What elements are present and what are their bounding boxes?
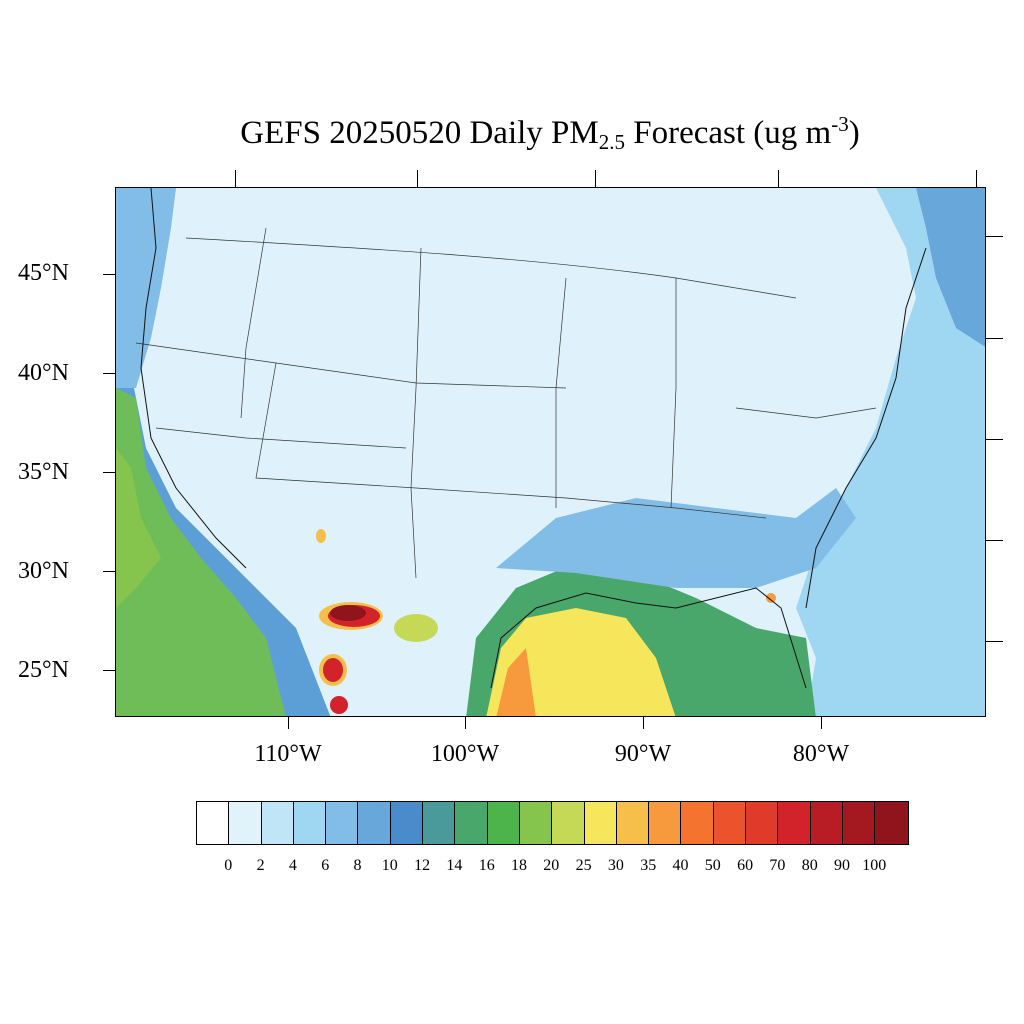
colorbar-swatch [810, 802, 843, 844]
colorbar-tick-label: 80 [801, 857, 818, 874]
colorbar-swatch [713, 802, 747, 844]
right-tick-4 [986, 540, 1003, 541]
lon-label-100w: 100°W [430, 741, 500, 767]
colorbar-swatch [229, 802, 262, 844]
colorbar-swatch [616, 802, 650, 844]
left-tick-40 [103, 373, 115, 374]
lon-label-110w: 110°W [254, 741, 322, 767]
colorbar-swatch [552, 802, 585, 844]
bottom-tick-110 [288, 717, 289, 729]
arizona-hotspot [316, 529, 326, 543]
colorbar-tick-label: 16 [478, 857, 495, 874]
lat-label-45n: 45°N [18, 260, 69, 286]
gulf-smoke-core [486, 608, 676, 716]
pacific-plume-core [116, 448, 161, 608]
pm25-forecast-map [115, 187, 986, 717]
colorbar-tick-label: 0 [224, 857, 233, 874]
colorbar-swatch [197, 802, 230, 844]
colorbar-swatch [875, 802, 908, 844]
colorbar-swatch [842, 802, 876, 844]
colorbar-tick-label: 8 [353, 857, 362, 874]
colorbar-tick-label: 4 [288, 857, 297, 874]
top-tick-1 [235, 170, 236, 187]
right-tick-5 [986, 641, 1003, 642]
bottom-tick-90 [643, 717, 644, 729]
colorbar-tick-label: 6 [321, 857, 330, 874]
colorbar-tick-label: 12 [414, 857, 431, 874]
colorbar-swatch [423, 802, 456, 844]
top-tick-3 [595, 170, 596, 187]
colorbar-swatch [326, 802, 359, 844]
lat-label-35n: 35°N [18, 459, 69, 485]
colorbar-swatch [293, 802, 327, 844]
atlantic-north-band [916, 188, 985, 347]
top-tick-5 [976, 170, 977, 187]
lat-label-30n: 30°N [18, 558, 69, 584]
colorbar-tick-label: 2 [256, 857, 265, 874]
colorbar-swatch [584, 802, 617, 844]
top-tick-2 [417, 170, 418, 187]
colorbar [196, 801, 909, 845]
colorbar-tick-label: 10 [381, 857, 398, 874]
colorbar-swatch [390, 802, 424, 844]
atlantic-ocean [796, 188, 985, 716]
coastlines [140, 188, 927, 689]
bottom-tick-100 [465, 717, 466, 729]
title-superscript: -3 [831, 112, 849, 136]
colorbar-swatch [261, 802, 294, 844]
mexico-plume3-core [330, 696, 348, 714]
left-tick-45 [103, 274, 115, 275]
colorbar-swatch [519, 802, 553, 844]
colorbar-tick-label: 35 [640, 857, 657, 874]
colorbar-tick-label: 90 [834, 857, 850, 874]
left-tick-35 [103, 472, 115, 473]
colorbar-tick-label: 30 [607, 857, 624, 874]
florida-hotspot [766, 593, 776, 603]
colorbar-tick-label: 14 [446, 857, 463, 874]
right-tick-2 [986, 338, 1003, 339]
colorbar-swatch [455, 802, 488, 844]
pacific-plume [116, 388, 286, 716]
right-tick-1 [986, 236, 1003, 237]
left-tick-30 [103, 571, 115, 572]
title-prefix: GEFS 20250520 Daily PM [240, 115, 599, 151]
lon-label-80w: 80°W [792, 741, 850, 767]
colorbar-swatch [487, 802, 520, 844]
colorbar-swatch [681, 802, 714, 844]
title-subscript: 2.5 [598, 130, 625, 154]
colorbar-tick-label: 50 [704, 857, 721, 874]
colorbar-tick-label: 18 [511, 857, 527, 874]
lat-label-40n: 40°N [18, 360, 69, 386]
top-tick-4 [778, 170, 779, 187]
lat-label-25n: 25°N [18, 657, 69, 683]
colorbar-tick-label: 25 [575, 857, 592, 874]
mexico-plume2-core [323, 658, 343, 682]
left-tick-25 [103, 670, 115, 671]
mexico-plume4 [394, 614, 438, 642]
lon-label-90w: 90°W [614, 741, 672, 767]
gulf-smoke-orange [496, 648, 536, 716]
colorbar-swatch [746, 802, 779, 844]
map-canvas [116, 188, 985, 716]
colorbar-tick-label: 20 [543, 857, 560, 874]
state-borders [135, 227, 877, 579]
colorbar-tick-label: 60 [737, 857, 754, 874]
map-title: GEFS 20250520 Daily PM2.5 Forecast (ug m… [0, 112, 1024, 155]
colorbar-tick-label: 70 [769, 857, 786, 874]
colorbar-swatch [649, 802, 682, 844]
title-suffix: ) [848, 115, 860, 151]
right-tick-3 [986, 439, 1003, 440]
mexico-plume-core [330, 605, 366, 621]
colorbar-swatch [778, 802, 811, 844]
nw-coast-band [116, 188, 176, 388]
bottom-tick-80 [821, 717, 822, 729]
title-middle: Forecast (ug m [625, 115, 832, 151]
southeast-band [496, 488, 856, 588]
colorbar-tick-label: 100 [862, 857, 887, 874]
colorbar-swatch [358, 802, 391, 844]
colorbar-tick-label: 40 [672, 857, 689, 874]
